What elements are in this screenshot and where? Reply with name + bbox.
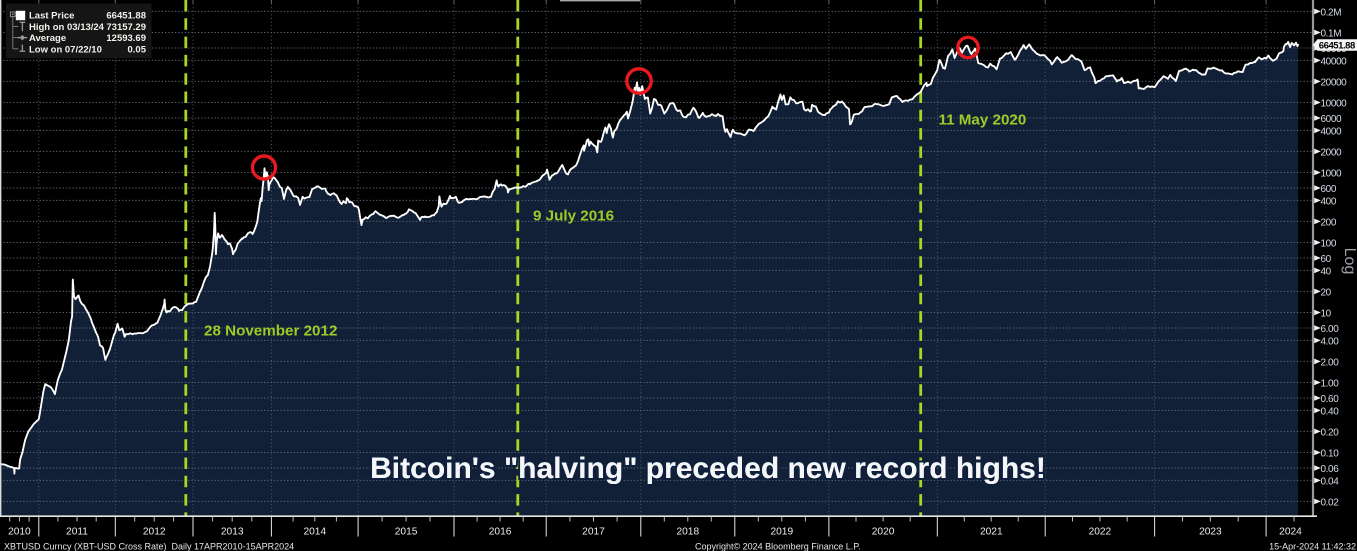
svg-text:Bitcoin's "halving" preceded n: Bitcoin's "halving" preceded new record … bbox=[370, 452, 1046, 485]
svg-text:1.00: 1.00 bbox=[1321, 378, 1340, 389]
svg-text:28 November 2012: 28 November 2012 bbox=[204, 323, 337, 340]
svg-text:400: 400 bbox=[1321, 196, 1337, 207]
svg-text:0.10: 0.10 bbox=[1321, 448, 1340, 459]
svg-text:0.06: 0.06 bbox=[1321, 464, 1340, 475]
svg-text:2021: 2021 bbox=[980, 527, 1003, 538]
svg-text:Copyright© 2024 Bloomberg Fina: Copyright© 2024 Bloomberg Finance L.P. bbox=[695, 541, 861, 551]
svg-text:2010: 2010 bbox=[8, 527, 31, 538]
svg-text:20000: 20000 bbox=[1321, 77, 1348, 88]
svg-text:10: 10 bbox=[1321, 308, 1332, 319]
svg-text:2024: 2024 bbox=[1279, 527, 1302, 538]
svg-text:11 May 2020: 11 May 2020 bbox=[939, 112, 1027, 129]
svg-text:Last Price: Last Price bbox=[29, 11, 74, 22]
svg-text:10000: 10000 bbox=[1321, 98, 1348, 109]
svg-text:0.1M: 0.1M bbox=[1321, 28, 1342, 39]
svg-text:2015: 2015 bbox=[395, 527, 418, 538]
svg-text:40: 40 bbox=[1321, 266, 1332, 277]
svg-text:High on 03/13/24: High on 03/13/24 bbox=[29, 22, 105, 33]
svg-text:40000: 40000 bbox=[1321, 56, 1348, 67]
svg-text:60: 60 bbox=[1321, 254, 1332, 265]
svg-text:2012: 2012 bbox=[143, 527, 166, 538]
svg-text:200: 200 bbox=[1321, 217, 1337, 228]
svg-text:2022: 2022 bbox=[1089, 527, 1112, 538]
svg-text:2014: 2014 bbox=[303, 527, 326, 538]
svg-text:66451.88: 66451.88 bbox=[106, 11, 146, 22]
svg-text:6000: 6000 bbox=[1321, 114, 1342, 125]
svg-text:Average: Average bbox=[29, 33, 66, 44]
svg-text:2000: 2000 bbox=[1321, 147, 1342, 158]
svg-text:2.00: 2.00 bbox=[1321, 357, 1340, 368]
svg-text:0.60: 0.60 bbox=[1321, 394, 1340, 405]
svg-text:4000: 4000 bbox=[1321, 126, 1342, 137]
svg-text:2011: 2011 bbox=[66, 527, 88, 538]
svg-text:100: 100 bbox=[1321, 238, 1337, 249]
svg-text:12593.69: 12593.69 bbox=[106, 33, 146, 44]
svg-text:XBTUSD Curncy (XBT-USD Cross R: XBTUSD Curncy (XBT-USD Cross Rate) Daily… bbox=[4, 541, 294, 551]
svg-text:0.05: 0.05 bbox=[128, 44, 147, 55]
svg-text:15-Apr-2024 11:42:32: 15-Apr-2024 11:42:32 bbox=[1269, 541, 1356, 551]
svg-text:1000: 1000 bbox=[1321, 168, 1342, 179]
svg-text:73157.29: 73157.29 bbox=[106, 22, 146, 33]
svg-text:600: 600 bbox=[1321, 184, 1337, 195]
svg-text:2013: 2013 bbox=[221, 527, 244, 538]
svg-text:9 July 2016: 9 July 2016 bbox=[533, 208, 614, 225]
svg-text:4.00: 4.00 bbox=[1321, 336, 1340, 347]
svg-text:2018: 2018 bbox=[676, 527, 699, 538]
svg-text:2023: 2023 bbox=[1199, 527, 1222, 538]
svg-text:66451.88: 66451.88 bbox=[1319, 41, 1355, 52]
svg-text:0.04: 0.04 bbox=[1321, 476, 1340, 487]
svg-text:2016: 2016 bbox=[489, 527, 512, 538]
svg-text:6.00: 6.00 bbox=[1321, 324, 1340, 335]
svg-text:Bitcoin's "halving" preceded n: Bitcoin's "halving" preceded new record … bbox=[370, 452, 1046, 485]
svg-text:20: 20 bbox=[1321, 287, 1332, 298]
svg-text:2020: 2020 bbox=[872, 527, 895, 538]
svg-text:Low on 07/22/10: Low on 07/22/10 bbox=[29, 44, 102, 55]
svg-text:Log: Log bbox=[1341, 248, 1357, 275]
svg-text:0.20: 0.20 bbox=[1321, 427, 1340, 438]
svg-text:0.40: 0.40 bbox=[1321, 406, 1340, 417]
svg-text:0.2M: 0.2M bbox=[1321, 7, 1342, 18]
svg-text:0.02: 0.02 bbox=[1321, 497, 1340, 508]
svg-text:2019: 2019 bbox=[770, 527, 793, 538]
svg-text:2017: 2017 bbox=[582, 527, 605, 538]
